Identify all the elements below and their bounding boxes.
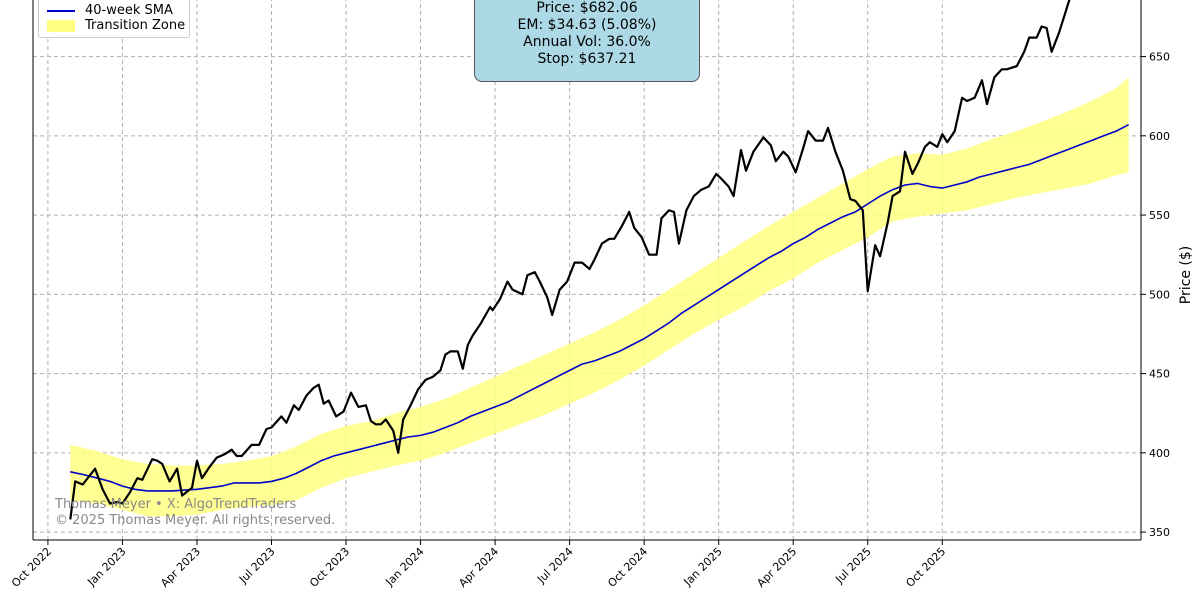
x-tick-label: Jul 2023 bbox=[236, 545, 278, 587]
legend-entry-zone: Transition Zone bbox=[47, 18, 185, 33]
info-em: EM: $34.63 (5.08%) bbox=[517, 17, 657, 33]
x-axis-ticks: Oct 2022 Jan 2023 Apr 2023 Jul 2023 Oct 2023… bbox=[9, 540, 948, 590]
x-tick-label: Oct 2024 bbox=[605, 545, 650, 590]
x-tick-label: Jan 2025 bbox=[681, 545, 725, 589]
legend-sma-label: 40-week SMA bbox=[85, 3, 173, 18]
y-tick-label: 650 bbox=[1149, 51, 1170, 64]
y-tick-label: 450 bbox=[1149, 368, 1170, 381]
x-tick-label: Jan 2023 bbox=[84, 545, 128, 589]
y-tick-label: 600 bbox=[1149, 130, 1170, 143]
x-tick-label: Apr 2023 bbox=[158, 545, 203, 590]
price-line bbox=[69, 0, 1071, 520]
y-tick-label: 350 bbox=[1149, 526, 1170, 539]
legend-entry-sma: 40-week SMA bbox=[47, 3, 173, 18]
y-tick-label: 550 bbox=[1149, 209, 1170, 222]
sma-line bbox=[70, 123, 1129, 492]
x-tick-label: Jul 2024 bbox=[534, 545, 576, 587]
watermark: Thomas Meyer • X: AlgoTrendTraders © 202… bbox=[55, 497, 335, 529]
x-tick-label: Oct 2022 bbox=[9, 545, 54, 590]
y-axis-ticks: 350 400 450 500 550 600 650 bbox=[1141, 51, 1170, 539]
legend: 40-week SMA Transition Zone bbox=[38, 0, 190, 38]
x-tick-label: Oct 2023 bbox=[307, 545, 352, 590]
y-axis-label: Price ($) bbox=[1178, 246, 1194, 304]
y-tick-label: 400 bbox=[1149, 447, 1170, 460]
x-tick-label: Apr 2024 bbox=[456, 545, 501, 590]
info-box: Price: $682.06 EM: $34.63 (5.08%) Annual… bbox=[474, 0, 700, 82]
legend-sma-swatch bbox=[47, 9, 75, 12]
watermark-author: Thomas Meyer • X: AlgoTrendTraders bbox=[55, 497, 297, 512]
x-tick-label: Oct 2025 bbox=[903, 545, 948, 590]
info-stop: Stop: $637.21 bbox=[537, 51, 637, 67]
legend-zone-label: Transition Zone bbox=[85, 18, 186, 33]
watermark-copyright: © 2025 Thomas Meyer. All rights reserved… bbox=[55, 513, 336, 528]
info-vol: Annual Vol: 36.0% bbox=[523, 34, 651, 50]
info-price: Price: $682.06 bbox=[536, 0, 638, 16]
y-tick-label: 500 bbox=[1149, 288, 1170, 301]
x-tick-label: Jan 2024 bbox=[383, 545, 427, 589]
x-tick-label: Apr 2025 bbox=[754, 545, 799, 590]
transition-zone-band bbox=[70, 77, 1129, 517]
x-tick-label: Jul 2025 bbox=[832, 545, 874, 587]
legend-zone-swatch bbox=[47, 19, 75, 32]
